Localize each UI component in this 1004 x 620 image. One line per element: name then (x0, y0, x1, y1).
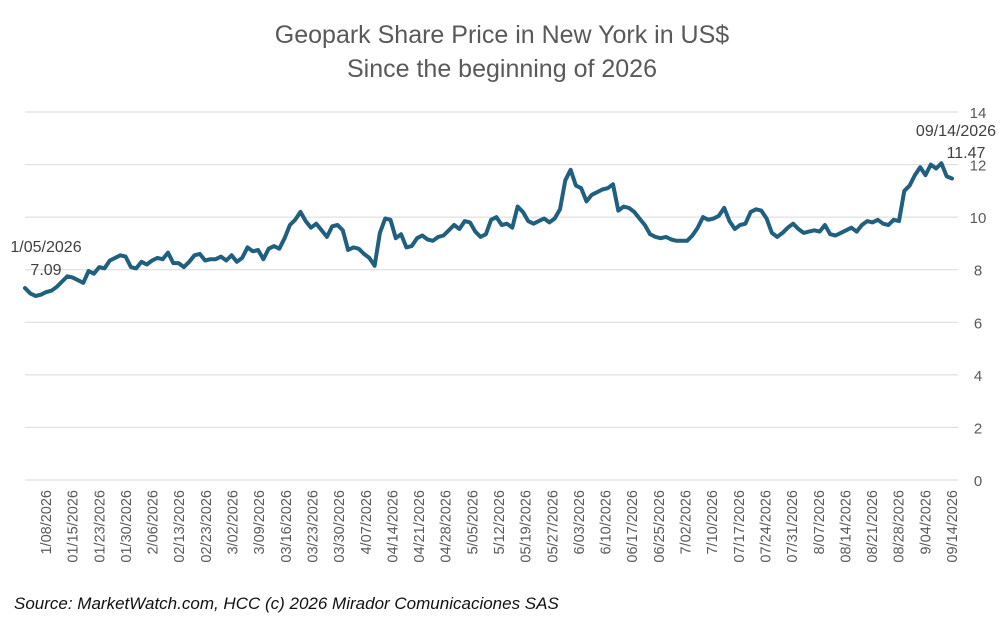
annotation-label: 7.09 (30, 262, 61, 279)
x-tick-label: 4/07/2026 (359, 490, 375, 555)
data-annotations: 1/05/2026 7.09 09/14/2026 11.47 (10, 123, 996, 279)
x-tick-label: 03/16/2026 (279, 490, 295, 563)
x-tick-label: 05/27/2026 (545, 490, 561, 563)
annotation-label: 09/14/2026 (916, 123, 996, 140)
y-tick-label: 4 (974, 368, 982, 385)
x-tick-label: 01/30/2026 (119, 490, 135, 563)
x-tick-label: 9/04/2026 (918, 490, 934, 555)
y-tick-label: 10 (970, 210, 987, 227)
x-tick-label: 08/14/2026 (838, 490, 854, 563)
x-tick-label: 08/28/2026 (892, 490, 908, 563)
x-tick-label: 3/02/2026 (226, 490, 242, 555)
chart-subtitle: Since the beginning of 2026 (347, 55, 657, 83)
y-axis-tick-labels: 0 2 4 6 8 10 12 14 (970, 105, 987, 490)
x-tick-label: 03/30/2026 (332, 490, 348, 563)
x-tick-label: 07/24/2026 (759, 490, 775, 563)
source-note: Source: MarketWatch.com, HCC (c) 2026 Mi… (14, 594, 559, 613)
x-tick-label: 8/07/2026 (812, 490, 828, 555)
x-tick-label: 3/09/2026 (252, 490, 268, 555)
x-tick-label: 7/10/2026 (705, 490, 721, 555)
x-tick-label: 1/08/2026 (39, 490, 55, 555)
x-tick-label: 5/05/2026 (465, 490, 481, 555)
x-tick-label: 07/31/2026 (785, 490, 801, 563)
x-tick-label: 07/17/2026 (732, 490, 748, 563)
x-tick-label: 5/12/2026 (492, 490, 508, 555)
x-tick-label: 08/21/2026 (865, 490, 881, 563)
chart-title: Geopark Share Price in New York in US$ (274, 21, 730, 49)
x-tick-label: 2/06/2026 (146, 490, 162, 555)
annotation-label: 11.47 (947, 145, 986, 162)
x-tick-label: 6/03/2026 (572, 490, 588, 555)
x-tick-label: 04/28/2026 (439, 490, 455, 563)
x-tick-label: 6/10/2026 (599, 490, 615, 555)
y-tick-label: 6 (974, 315, 982, 332)
y-tick-label: 12 (970, 158, 987, 175)
x-tick-label: 01/15/2026 (66, 490, 82, 563)
x-tick-label: 02/13/2026 (172, 490, 188, 563)
x-tick-label: 05/19/2026 (519, 490, 535, 563)
x-tick-label: 09/14/2026 (945, 490, 961, 563)
y-tick-label: 0 (974, 473, 982, 490)
gridlines (25, 111, 958, 481)
x-tick-label: 04/21/2026 (412, 490, 428, 563)
x-axis-tick-labels: 1/08/2026 01/15/2026 01/23/2026 01/30/2026 2… (39, 490, 961, 563)
x-tick-label: 02/23/2026 (199, 490, 215, 563)
x-tick-label: 03/23/2026 (306, 490, 322, 563)
x-tick-label: 7/02/2026 (679, 490, 695, 555)
price-line (23, 161, 954, 298)
x-tick-label: 01/23/2026 (92, 490, 108, 563)
x-tick-label: 04/14/2026 (385, 490, 401, 563)
y-tick-label: 2 (974, 420, 982, 437)
price-series (23, 161, 954, 298)
annotation-label: 1/05/2026 (10, 239, 81, 256)
y-tick-label: 8 (974, 263, 982, 280)
x-tick-label: 06/17/2026 (625, 490, 641, 563)
chart-title-block: Geopark Share Price in New York in US$ S… (0, 18, 1004, 86)
y-tick-label: 14 (970, 105, 987, 122)
x-tick-label: 06/25/2026 (652, 490, 668, 563)
